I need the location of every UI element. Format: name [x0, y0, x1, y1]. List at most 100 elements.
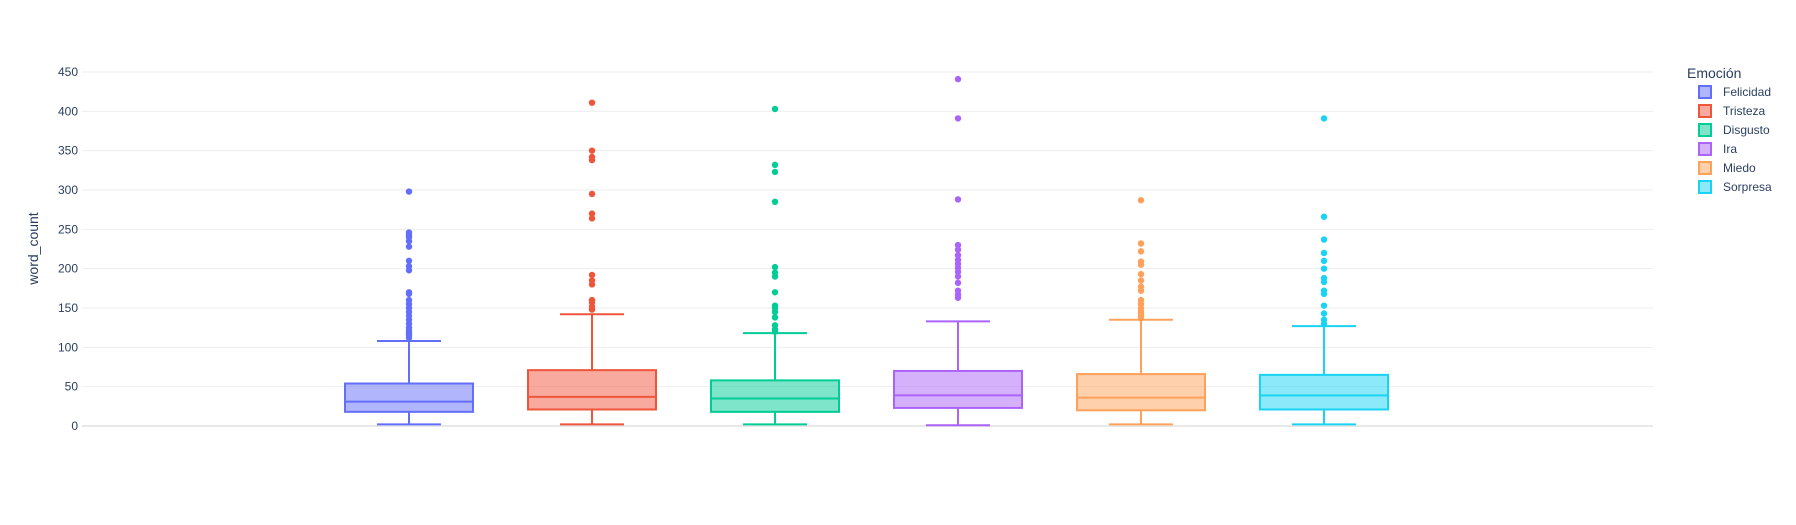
outlier-point	[1137, 248, 1145, 255]
outlier-point	[954, 279, 962, 287]
legend-item-felicidad[interactable]: Felicidad	[1698, 85, 1771, 99]
outlier-point	[771, 105, 779, 113]
outlier-point	[1137, 197, 1145, 204]
outlier-point	[954, 252, 962, 259]
iqr-box	[344, 382, 474, 413]
iqr-box	[1259, 373, 1389, 411]
outlier-point	[1320, 310, 1328, 317]
outlier-point	[588, 296, 596, 304]
box-disgusto[interactable]	[710, 105, 840, 426]
outlier-point	[405, 243, 413, 250]
iqr-box	[1076, 373, 1206, 412]
box-ira[interactable]	[893, 75, 1023, 427]
y-tick-label: 200	[58, 262, 78, 276]
outlier-point	[1320, 249, 1328, 257]
outlier-point	[405, 188, 413, 195]
outlier-point	[1137, 296, 1145, 304]
y-tick-label: 50	[65, 380, 79, 394]
outlier-point	[1320, 115, 1328, 122]
outlier-point	[771, 168, 779, 176]
legend-item-miedo[interactable]: Miedo	[1698, 161, 1756, 175]
legend-item-sorpresa[interactable]: Sorpresa	[1698, 180, 1772, 194]
outlier-point	[588, 99, 596, 106]
gridlines	[82, 71, 1653, 427]
outlier-point	[1320, 213, 1328, 220]
legend-swatch	[1698, 142, 1712, 156]
legend-item-ira[interactable]: Ira	[1698, 142, 1737, 156]
outlier-point	[954, 287, 962, 294]
outlier-point	[1320, 316, 1328, 323]
box-tristeza[interactable]	[527, 99, 657, 426]
outlier-point	[588, 271, 596, 279]
outlier-point	[588, 277, 596, 284]
outlier-point	[771, 289, 779, 296]
outlier-point	[1320, 257, 1328, 264]
outlier-point	[1320, 236, 1328, 243]
legend-title: Emoción	[1687, 65, 1741, 81]
box-felicidad[interactable]	[344, 188, 474, 426]
outlier-point	[771, 269, 779, 276]
outlier-point	[588, 190, 596, 198]
legend-swatch	[1698, 180, 1712, 194]
outlier-point	[1137, 240, 1145, 247]
y-tick-label: 400	[58, 104, 78, 118]
y-tick-label: 250	[58, 222, 78, 236]
outlier-point	[1137, 258, 1145, 265]
legend[interactable]: Emoción Felicidad Tristeza Disgusto Ira Mied…	[1687, 65, 1772, 194]
outlier-point	[1320, 274, 1328, 282]
legend-swatch	[1698, 161, 1712, 175]
legend-item-disgusto[interactable]: Disgusto	[1698, 123, 1770, 137]
outlier-point	[405, 263, 413, 270]
legend-label: Miedo	[1723, 161, 1756, 175]
outlier-point	[954, 256, 962, 264]
legend-item-tristeza[interactable]: Tristeza	[1698, 104, 1766, 118]
box-sorpresa[interactable]	[1259, 115, 1389, 426]
legend-label: Sorpresa	[1723, 180, 1772, 194]
outlier-point	[1137, 283, 1145, 290]
outlier-point	[1320, 302, 1328, 309]
outlier-point	[954, 196, 962, 203]
iqr-box	[527, 369, 657, 411]
outlier-point	[1137, 277, 1145, 284]
outlier-point	[771, 198, 779, 205]
outlier-point	[771, 314, 779, 321]
outlier-point	[771, 161, 779, 169]
legend-label: Disgusto	[1723, 123, 1770, 137]
box-series	[344, 75, 1389, 427]
outlier-point	[1320, 287, 1328, 294]
outlier-point	[1137, 270, 1145, 278]
outlier-point	[1320, 265, 1328, 272]
outlier-point	[771, 263, 779, 271]
y-tick-label: 150	[58, 301, 78, 315]
y-axis-ticks: 0 50 100 150 200 250 300 350 400 450	[58, 65, 78, 433]
outlier-point	[771, 322, 779, 329]
y-tick-label: 0	[71, 419, 78, 433]
legend-swatch	[1698, 104, 1712, 118]
legend-label: Ira	[1723, 142, 1737, 156]
outlier-point	[588, 153, 596, 161]
box-miedo[interactable]	[1076, 197, 1206, 426]
outlier-point	[588, 147, 596, 154]
outlier-point	[405, 289, 413, 296]
legend-label: Felicidad	[1723, 85, 1771, 99]
outlier-point	[954, 273, 962, 280]
outlier-point	[405, 229, 413, 236]
y-tick-label: 350	[58, 144, 78, 158]
outlier-point	[588, 210, 596, 217]
outlier-point	[954, 75, 962, 83]
legend-swatch	[1698, 123, 1712, 137]
legend-swatch	[1698, 85, 1712, 99]
legend-label: Tristeza	[1723, 104, 1766, 118]
outlier-point	[954, 241, 962, 249]
iqr-box	[893, 369, 1023, 409]
y-axis-title: word_count	[25, 212, 41, 285]
outlier-point	[954, 246, 962, 253]
iqr-box	[710, 379, 840, 413]
outlier-point	[771, 302, 779, 309]
outlier-point	[405, 296, 413, 304]
y-tick-label: 300	[58, 183, 78, 197]
y-tick-label: 100	[58, 340, 78, 354]
outlier-point	[954, 115, 962, 122]
outlier-point	[588, 215, 596, 222]
